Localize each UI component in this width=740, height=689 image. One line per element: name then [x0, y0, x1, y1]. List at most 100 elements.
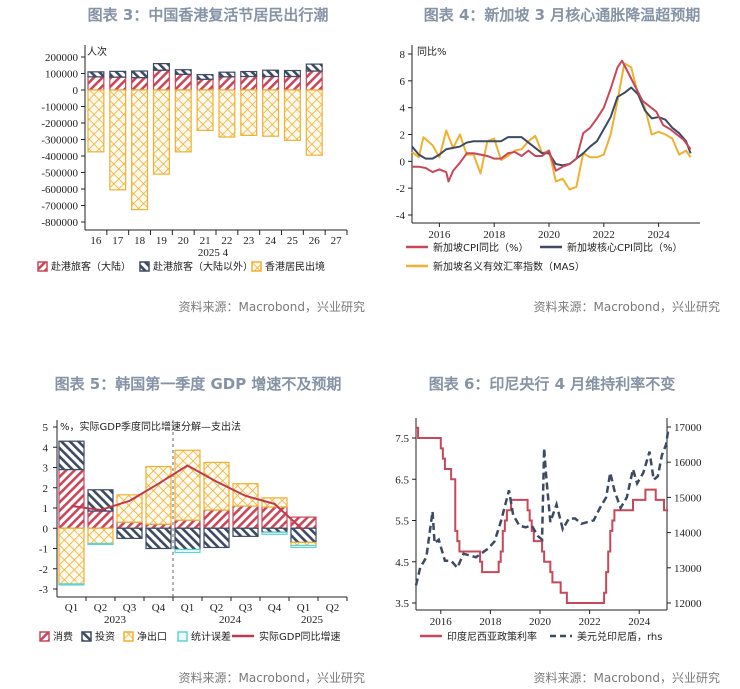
chart3-bar-hk-outbound — [196, 89, 214, 132]
chart4-y-axis-label: 同比% — [417, 46, 447, 58]
chart3-bar-mainland — [87, 76, 105, 91]
chart3-bar-mainland — [152, 69, 170, 91]
chart5-x-tick-label: Q2 — [94, 602, 107, 614]
chart5-bar-consumption — [232, 505, 259, 529]
chart5-bar-net-exports — [261, 497, 288, 508]
chart5-bar-net-exports — [116, 494, 143, 523]
chart3-bar-mainland — [218, 76, 236, 91]
chart6-y2-tick-label: 15000 — [674, 492, 702, 504]
chart5-bar-investment — [58, 440, 85, 471]
chart6-x-tick-label: 2020 — [529, 616, 552, 628]
chart6-y-tick-label: 4.5 — [395, 557, 409, 569]
chart3-bar-mainland — [196, 78, 214, 91]
chart3-x-tick-label: 16 — [90, 235, 102, 247]
chart3-bar-overseas — [218, 71, 236, 78]
chart5-bar-investment — [174, 527, 201, 551]
chart3-bar-hk-outbound — [174, 89, 192, 153]
chart5-x-tick-label: Q4 — [268, 602, 282, 614]
chart3-source: 资料来源：Macrobond，兴业研究 — [178, 300, 366, 314]
chart3-bar-overseas — [152, 62, 170, 71]
chart4-x-tick-label: 2016 — [428, 229, 451, 241]
chart6-line-usd-idr — [414, 430, 670, 586]
chart5-bar-consumption — [87, 510, 114, 529]
chart5-discrepancy-legend-swatch — [177, 631, 188, 642]
chart6-y2-tick-label: 14000 — [674, 528, 702, 540]
chart4-x-tick-label: 2024 — [648, 229, 671, 241]
chart5-x-tick-label: Q3 — [239, 602, 253, 614]
chart4-y-tick-label: 0 — [400, 156, 406, 168]
chart3-x-tick-label: 21 — [200, 235, 211, 247]
chart3-mainland-legend-swatch — [37, 261, 48, 272]
chart6-y2-tick-label: 12000 — [674, 598, 702, 610]
chart5-bar-discrepancy — [58, 583, 85, 586]
chart5-net-exports-legend-label: 净出口 — [137, 630, 167, 643]
chart5-bar-investment — [87, 489, 114, 512]
chart6-x-tick-label: 2016 — [430, 616, 453, 628]
chart3-x-tick-label: 24 — [265, 235, 277, 247]
chart5-net-exports-legend-swatch — [123, 631, 134, 642]
chart6-x-tick-label: 2024 — [628, 616, 651, 628]
chart4-x-tick-label: 2022 — [593, 229, 615, 241]
chart3-bar-overseas — [305, 63, 323, 72]
chart3-x-tick-label: 22 — [221, 235, 232, 247]
chart3-bar-overseas — [87, 71, 105, 78]
chart3-y-tick-label: -400000 — [41, 151, 78, 163]
chart3-y-tick-label: -600000 — [41, 184, 78, 196]
chart3-overseas-legend-label: 赴港旅客（大陆以外） — [153, 260, 253, 273]
chart5-bar-consumption — [116, 521, 143, 529]
chart5-year-label: 2025 — [301, 614, 324, 626]
chart5-y-tick-label: 1 — [43, 503, 49, 515]
chart3-y-tick-label: -700000 — [41, 201, 78, 213]
chart5-bar-consumption — [58, 468, 85, 529]
chart3-y-tick-label: 200000 — [45, 52, 79, 64]
chart5-y-tick-label: 5 — [43, 422, 49, 434]
chart5-y-tick-label: 2 — [43, 483, 49, 495]
chart6-x-tick-label: 2018 — [479, 616, 502, 628]
chart3-x-axis-label: 2025 4 — [198, 247, 229, 259]
chart5-annotation: %，实际GDP季度同比增速分解—支出法 — [60, 420, 241, 433]
chart3-bar-overseas — [283, 69, 301, 78]
chart3-bar-hk-outbound — [131, 89, 149, 211]
chart6-policy-rate-legend-label: 印度尼西亚政策利率 — [447, 630, 537, 643]
chart3-x-tick-label: 18 — [134, 235, 146, 247]
chart3-bar-hk-outbound — [152, 89, 170, 175]
chart5-year-label: 2024 — [219, 614, 242, 626]
chart5-x-tick-label: Q1 — [181, 602, 194, 614]
chart3-x-tick-label: 20 — [178, 235, 190, 247]
chart5-bar-discrepancy — [87, 542, 114, 546]
chart5-year-label: 2023 — [104, 614, 127, 626]
chart4-source: 资料来源：Macrobond，兴业研究 — [533, 300, 721, 314]
chart4-neer-legend-label: 新加坡名义有效汇率指数（MAS） — [433, 260, 585, 273]
chart5-investment-legend-label: 投资 — [95, 630, 115, 643]
chart3-bar-mainland — [131, 77, 149, 91]
chart3-bar-mainland — [305, 70, 323, 91]
chart6-y-tick-label: 5.5 — [395, 516, 409, 528]
chart5-gdp-legend-label: 实际GDP同比增速 — [259, 630, 340, 643]
chart3-x-tick-label: 17 — [112, 235, 124, 247]
chart4-y-tick-label: 6 — [400, 76, 406, 88]
chart3-y-tick-label: -500000 — [41, 168, 78, 180]
chart3-bar-hk-outbound — [87, 89, 105, 153]
chart5-source: 资料来源：Macrobond，兴业研究 — [178, 671, 366, 685]
chart5-consumption-legend-swatch — [39, 631, 50, 642]
chart5-y-tick-label: -2 — [39, 564, 48, 576]
chart3-x-tick-label: 19 — [156, 235, 168, 247]
chart5-bar-investment — [116, 527, 143, 539]
chart5-y-tick-label: 3 — [43, 463, 49, 475]
chart3-y-tick-label: 100000 — [45, 69, 79, 81]
chart6-y2-tick-label: 16000 — [674, 457, 702, 469]
chart4-y-tick-label: 8 — [400, 49, 406, 61]
chart6: 7.5 6.5 5.5 4.5 3.5 17000 16000 15000 14000 13000… — [395, 418, 702, 643]
chart3-bar-mainland — [283, 75, 301, 91]
chart5-bar-consumption — [145, 523, 172, 529]
chart5-bar-net-exports — [87, 527, 114, 545]
chart3-bar-mainland — [109, 76, 127, 91]
chart5-bar-net-exports — [174, 449, 201, 521]
chart3-x-tick-label: 25 — [287, 235, 299, 247]
chart5-discrepancy-legend-label: 统计误差 — [191, 630, 231, 643]
chart4-x-tick-label: 2018 — [483, 229, 506, 241]
chart5-x-tick-label: Q4 — [152, 602, 166, 614]
chart4: 8 6 4 2 0 -2 -4 2016 2018 2020 2022 2024 同比% 新加坡CPI同比… — [396, 45, 700, 273]
